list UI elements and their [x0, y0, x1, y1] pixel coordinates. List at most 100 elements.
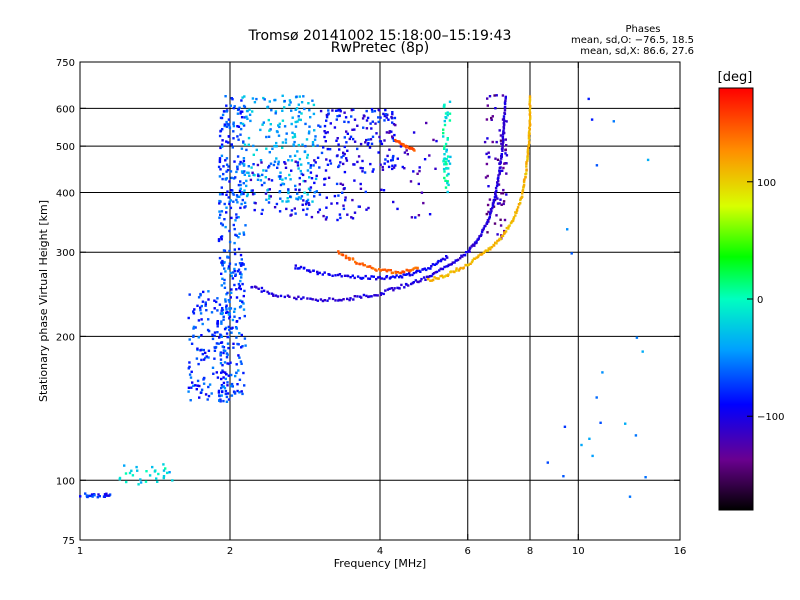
data-point [302, 179, 305, 183]
data-point [526, 154, 529, 158]
data-point [188, 361, 191, 364]
data-point [248, 174, 251, 177]
data-point [267, 166, 270, 169]
data-point [309, 116, 312, 119]
data-point [285, 200, 288, 203]
data-point [237, 369, 240, 372]
data-point [228, 328, 231, 332]
data-point [270, 109, 273, 112]
data-point [225, 372, 228, 376]
data-point [253, 101, 257, 104]
data-point [241, 122, 245, 126]
data-point [243, 163, 246, 166]
data-point [226, 190, 229, 193]
data-point [220, 377, 223, 381]
data-point [251, 97, 255, 100]
data-point [485, 152, 488, 156]
data-point [307, 187, 311, 190]
data-point [269, 195, 272, 198]
data-point [233, 241, 236, 245]
data-point [492, 198, 496, 202]
data-point [269, 123, 272, 126]
data-point [527, 140, 531, 143]
data-point [188, 365, 191, 369]
data-point [260, 290, 263, 293]
data-point [266, 106, 269, 109]
data-point [392, 123, 396, 126]
data-point [251, 193, 255, 196]
data-point [599, 421, 602, 424]
data-point [239, 127, 243, 131]
data-point [200, 304, 203, 308]
data-point [389, 269, 392, 272]
data-point [306, 169, 310, 172]
data-point [286, 197, 289, 200]
data-point [226, 342, 230, 345]
data-point [288, 99, 292, 102]
data-point [294, 212, 297, 215]
data-point [309, 189, 312, 192]
data-point [230, 373, 233, 377]
data-point [233, 283, 236, 287]
data-point [224, 298, 227, 301]
data-point [290, 209, 294, 212]
data-point [269, 162, 273, 165]
data-point [316, 144, 319, 147]
data-point [414, 271, 418, 274]
data-point [384, 113, 388, 116]
data-point [402, 143, 405, 147]
data-point [233, 315, 236, 318]
data-point [241, 96, 244, 99]
data-point [379, 293, 382, 296]
data-point [230, 394, 234, 397]
data-point [322, 146, 325, 149]
data-point [188, 338, 191, 341]
data-point [300, 101, 304, 104]
data-point [196, 304, 199, 307]
data-point [279, 171, 282, 174]
data-point [245, 115, 248, 118]
data-point [204, 301, 207, 304]
data-point [372, 168, 375, 171]
data-point [263, 98, 266, 101]
data-point [352, 163, 355, 166]
data-point [481, 228, 485, 232]
data-point [197, 319, 201, 322]
data-point [262, 96, 265, 100]
data-point [369, 162, 372, 166]
data-point [299, 118, 302, 122]
data-point [445, 255, 448, 258]
data-point [492, 244, 496, 247]
data-point [447, 172, 450, 176]
data-point [200, 334, 203, 337]
data-point [443, 275, 447, 278]
data-point [139, 478, 142, 481]
data-point [235, 213, 238, 216]
data-point [313, 191, 316, 194]
data-point [395, 274, 398, 277]
data-point [266, 290, 269, 294]
data-point [223, 218, 226, 221]
data-point [369, 122, 372, 125]
data-point [283, 125, 287, 128]
data-point [485, 162, 489, 166]
data-point [294, 120, 297, 124]
data-point [361, 117, 365, 120]
data-point [225, 110, 228, 113]
data-point [420, 191, 424, 194]
data-point [528, 107, 532, 110]
data-point [224, 377, 227, 381]
data-point [187, 367, 190, 370]
data-point [504, 230, 508, 233]
data-point [296, 164, 300, 167]
data-point [499, 134, 503, 137]
data-point [300, 112, 303, 115]
data-point [297, 196, 301, 199]
data-point [487, 210, 490, 214]
data-point [345, 157, 348, 160]
data-point [442, 276, 445, 279]
data-point [461, 255, 464, 258]
data-point [455, 267, 458, 270]
data-point [228, 180, 231, 183]
